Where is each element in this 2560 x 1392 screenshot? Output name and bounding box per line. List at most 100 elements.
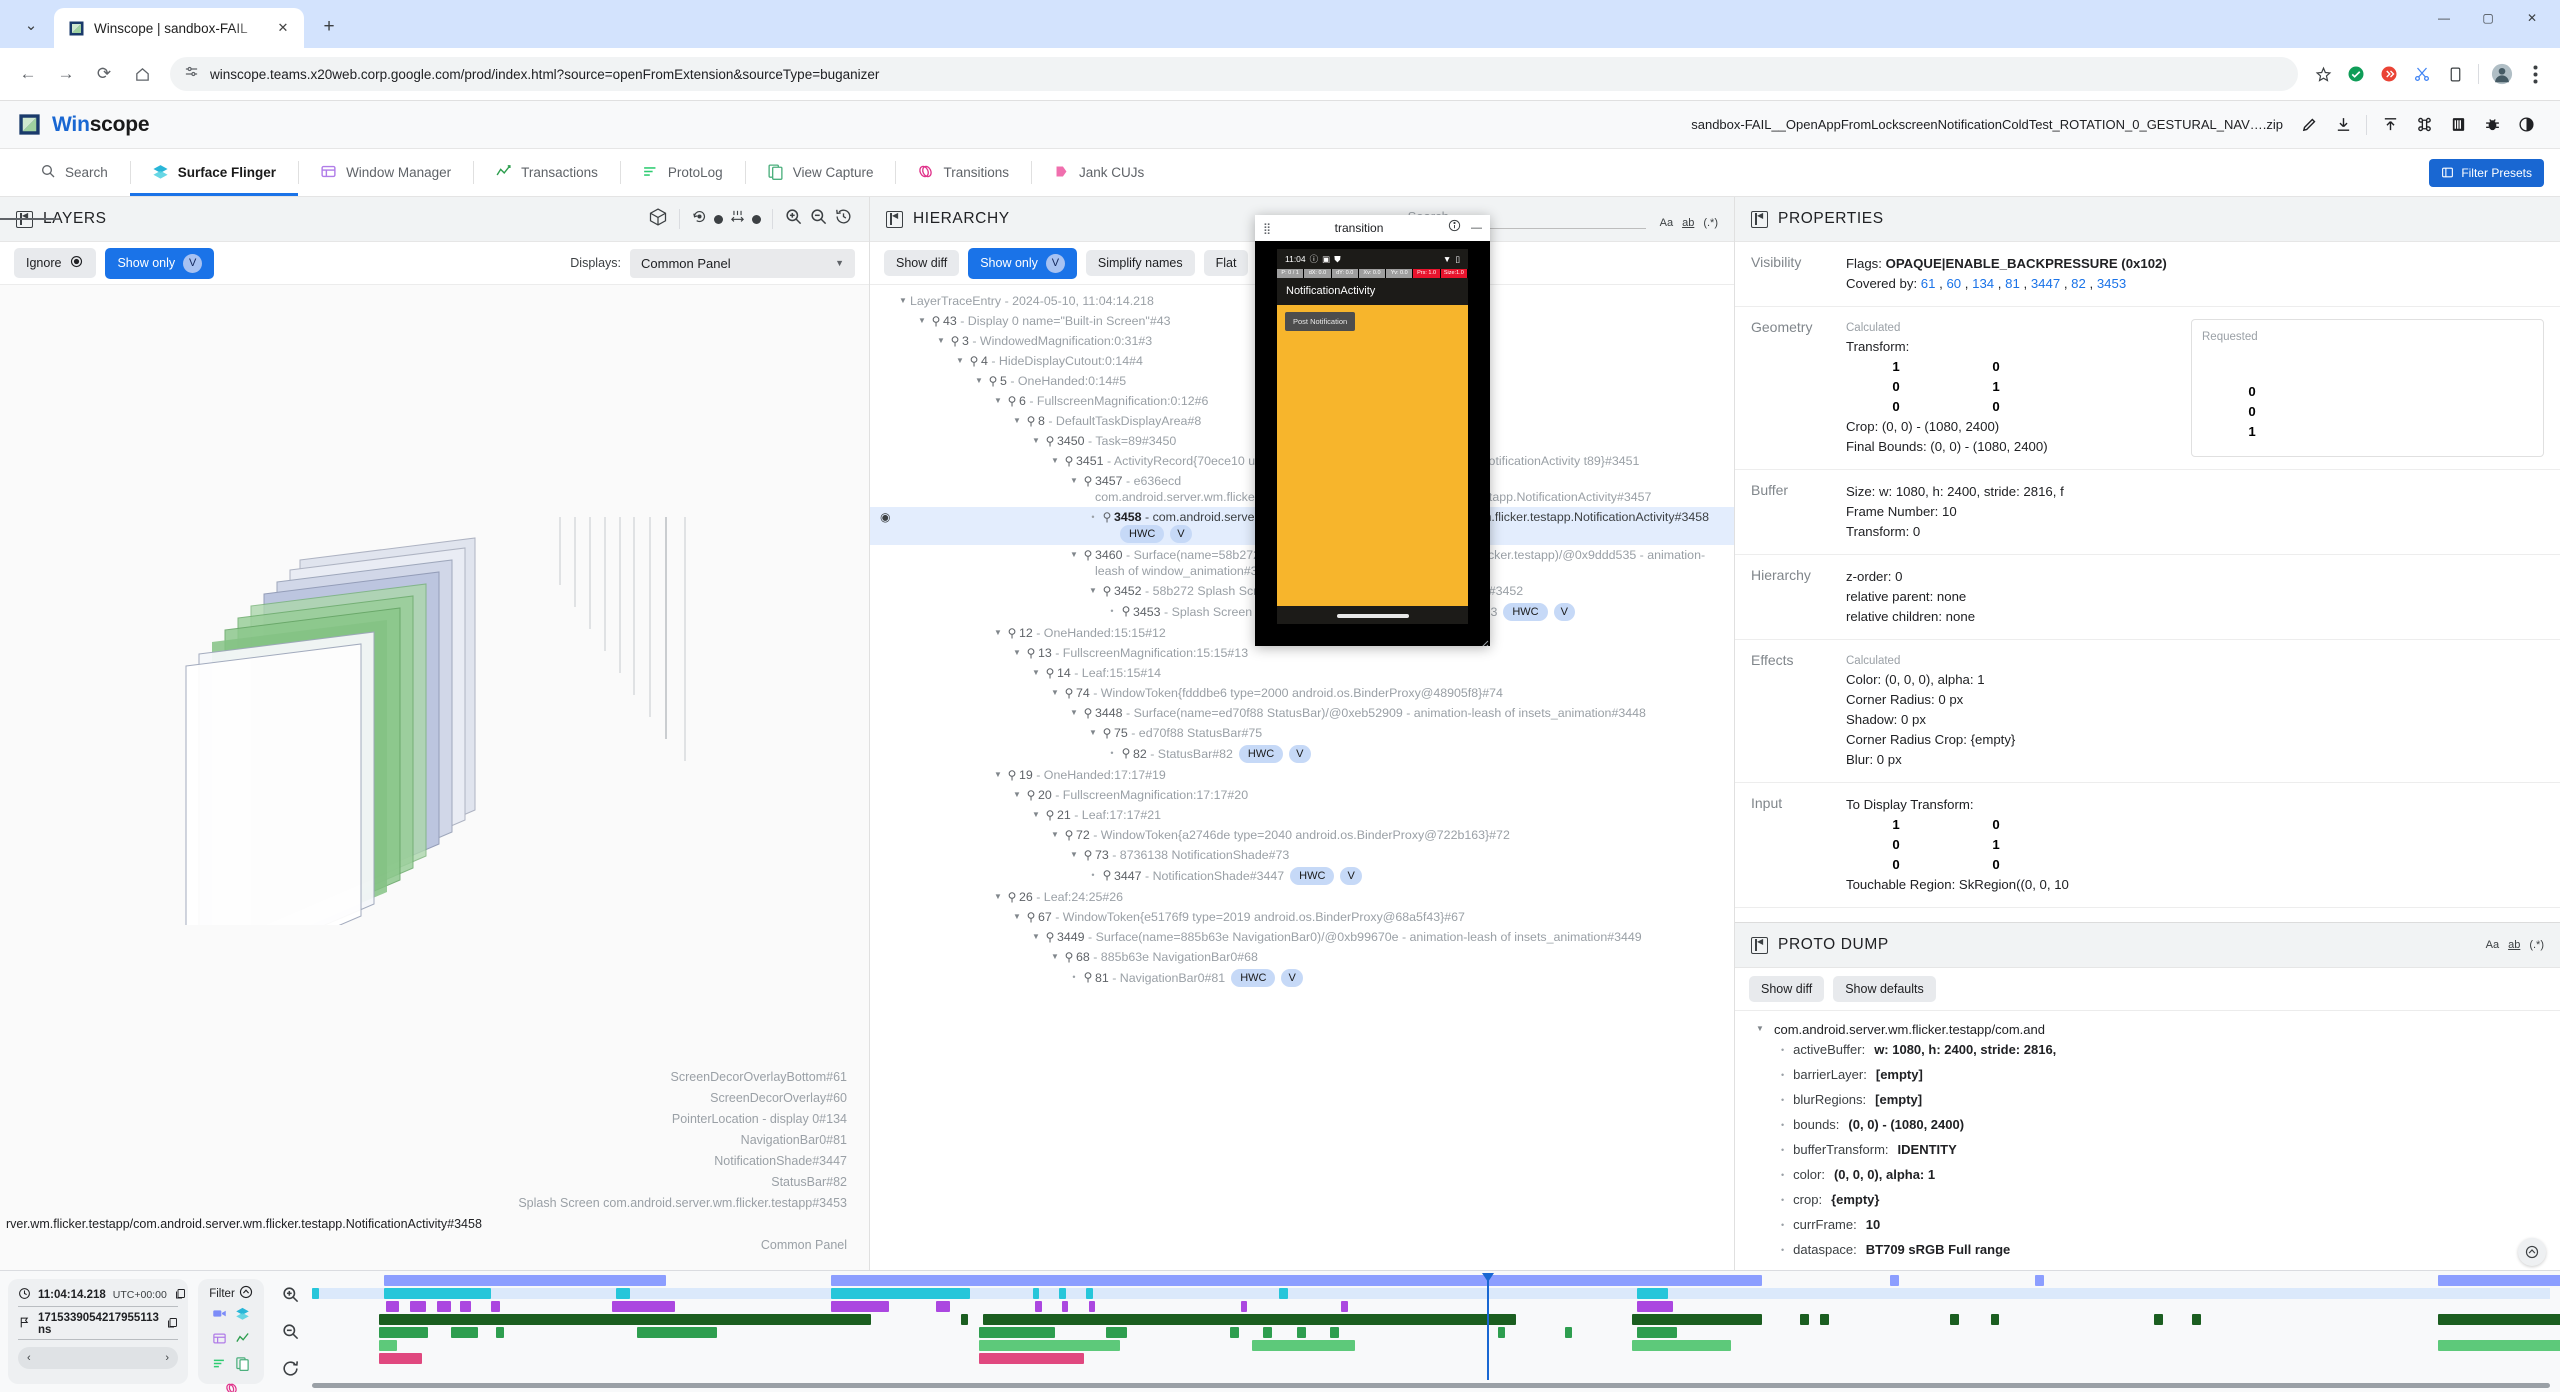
pin-icon[interactable]: ⚲ xyxy=(1083,474,1093,488)
pin-icon[interactable]: ⚲ xyxy=(1045,434,1055,448)
expand-arrow-icon[interactable]: ▼ xyxy=(1013,416,1021,425)
timeline-segment[interactable] xyxy=(978,1327,1055,1338)
collapse-panel-icon[interactable] xyxy=(1751,936,1768,954)
timeline-ns-field[interactable]: 1715339054217955113 ns xyxy=(18,1312,178,1340)
hierarchy-node[interactable]: ▼ ⚲ 3450 - Task=89#3450 xyxy=(870,431,1734,451)
proto-dump-item[interactable]: • crop: {empty} xyxy=(1753,1187,2542,1212)
zoom-in-icon[interactable] xyxy=(281,1285,300,1309)
back-button-icon[interactable]: ← xyxy=(19,64,37,83)
video-icon[interactable] xyxy=(212,1306,227,1326)
expand-arrow-icon[interactable]: ▼ xyxy=(994,628,1002,637)
expand-arrow-icon[interactable]: ▼ xyxy=(994,770,1002,779)
transition-floating-window[interactable]: ⣿ transition — 11:04 ⓘ ▣ ⛊ ▼ ▯ xyxy=(1255,215,1490,646)
expand-arrow-icon[interactable]: ▼ xyxy=(1032,436,1040,445)
pin-icon[interactable]: ⚲ xyxy=(1083,706,1093,720)
expand-arrow-icon[interactable]: ▼ xyxy=(1013,912,1021,921)
timeline-segment[interactable] xyxy=(383,1288,492,1299)
timeline-track[interactable] xyxy=(312,1327,2550,1338)
expand-arrow-icon[interactable]: ▼ xyxy=(1070,850,1078,859)
tab-close-icon[interactable]: ✕ xyxy=(277,20,289,35)
timeline-segment[interactable] xyxy=(1565,1327,1572,1338)
timeline-segment[interactable] xyxy=(491,1301,500,1312)
timeline-segment[interactable] xyxy=(385,1301,400,1312)
expand-arrow-icon[interactable]: ▼ xyxy=(1051,456,1059,465)
hierarchy-node[interactable]: ▼ ⚲ 43 - Display 0 name="Built-in Screen"#… xyxy=(870,311,1734,331)
cube-3d-icon[interactable] xyxy=(648,207,668,232)
browser-tab[interactable]: Winscope | sandbox-FAIL ✕ xyxy=(54,8,304,48)
zoom-out-icon[interactable] xyxy=(809,207,828,231)
pin-icon[interactable]: ⚲ xyxy=(1026,414,1036,428)
show-diff-button[interactable]: Show diff xyxy=(884,250,960,276)
hierarchy-node[interactable]: ▼ ⚲ 21 - Leaf:17:17#21 xyxy=(870,805,1734,825)
expand-arrow-icon[interactable]: ▼ xyxy=(899,296,907,305)
timeline-segment[interactable] xyxy=(1296,1327,1306,1338)
hierarchy-node[interactable]: ▼ ⚲ 3 - WindowedMagnification:0:31#3 xyxy=(870,331,1734,351)
tab-transactions[interactable]: Transactions xyxy=(473,149,620,196)
tab-list-chevron-icon[interactable]: ⌄ xyxy=(24,17,38,34)
expand-arrow-icon[interactable]: ▼ xyxy=(956,356,964,365)
show-only-visible-button[interactable]: Show only V xyxy=(105,247,215,279)
timeline-segment[interactable] xyxy=(1636,1301,1673,1312)
covered-by-link[interactable]: 134 xyxy=(1972,276,1995,291)
window-close-button[interactable]: ✕ xyxy=(2526,11,2538,25)
timeline-segment[interactable] xyxy=(1632,1314,1763,1325)
pin-icon[interactable]: ⚲ xyxy=(1083,548,1093,562)
expand-arrow-icon[interactable]: ▼ xyxy=(1032,668,1040,677)
timeline-segment[interactable] xyxy=(831,1275,1754,1286)
timeline-segment[interactable] xyxy=(1263,1327,1273,1338)
scissors-icon[interactable] xyxy=(2407,59,2437,89)
pin-icon[interactable]: ⚲ xyxy=(988,374,998,388)
shortcuts-icon[interactable] xyxy=(2408,109,2440,141)
timeline-segment[interactable] xyxy=(2438,1340,2560,1351)
expand-arrow-icon[interactable]: ▼ xyxy=(1013,648,1021,657)
covered-by-link[interactable]: 3447 xyxy=(2030,276,2061,291)
timeline-segment[interactable] xyxy=(961,1314,968,1325)
device-screen-preview[interactable]: 11:04 ⓘ ▣ ⛊ ▼ ▯ P: 0 / 1 dX: 0.0 dY: 0.0 … xyxy=(1255,241,1490,646)
timeline-segment[interactable] xyxy=(383,1275,666,1286)
proto-dump-item[interactable]: • activeBuffer: w: 1080, h: 2400, stride: … xyxy=(1753,1037,2542,1062)
timeline-segment[interactable] xyxy=(2035,1275,2045,1286)
timeline-segment[interactable] xyxy=(379,1314,872,1325)
expand-arrow-icon[interactable]: ▼ xyxy=(1032,932,1040,941)
upload-icon[interactable] xyxy=(2374,109,2406,141)
timeline-segment[interactable] xyxy=(1341,1301,1349,1312)
download-icon[interactable] xyxy=(2327,109,2359,141)
new-tab-button[interactable]: + xyxy=(323,16,335,37)
timeline-segment[interactable] xyxy=(495,1327,505,1338)
pin-icon[interactable]: ⚲ xyxy=(1064,828,1074,842)
timeline-segment[interactable] xyxy=(1034,1301,1042,1312)
pin-icon[interactable]: ⚲ xyxy=(1026,788,1036,802)
list-lines-icon[interactable] xyxy=(212,1356,227,1376)
hierarchy-node[interactable]: ▼ ⚲ 20 - FullscreenMagnification:17:17#20 xyxy=(870,785,1734,805)
zoom-out-icon[interactable] xyxy=(281,1322,300,1346)
timeline-segment[interactable] xyxy=(410,1301,427,1312)
tab-window-manager[interactable]: Window Manager xyxy=(298,149,473,196)
hierarchy-node[interactable]: ▼ ⚲ 74 - WindowToken{fdddbe6 type=2000 and… xyxy=(870,683,1734,703)
timeline-segment[interactable] xyxy=(1950,1314,1960,1325)
spacing-slider[interactable] xyxy=(0,214,761,224)
show-only-visible-button[interactable]: Show only V xyxy=(968,247,1077,279)
pin-icon[interactable]: ⚲ xyxy=(1083,848,1093,862)
hierarchy-node[interactable]: • ⚲ 82 - StatusBar#82 HWC V xyxy=(870,743,1734,765)
expand-arrow-icon[interactable]: ▼ xyxy=(937,336,945,345)
next-entry-button[interactable]: › xyxy=(165,1352,169,1364)
covered-by-link[interactable]: 61 xyxy=(1920,276,1936,291)
proto-dump-item[interactable]: • bounds: (0, 0) - (1080, 2400) xyxy=(1753,1112,2542,1137)
hierarchy-node[interactable]: ▼ ⚲ 12 - OneHanded:15:15#12 xyxy=(870,623,1734,643)
properties-body[interactable]: Visibility Flags: OPAQUE|ENABLE_BACKPRES… xyxy=(1735,242,2560,922)
timeline-segment[interactable] xyxy=(831,1301,890,1312)
filter-presets-button[interactable]: Filter Presets xyxy=(2429,158,2544,187)
bug-icon[interactable] xyxy=(2476,109,2508,141)
timeline-segment[interactable] xyxy=(1061,1301,1069,1312)
expand-arrow-icon[interactable]: ▼ xyxy=(1089,728,1097,737)
pin-icon[interactable]: ⚲ xyxy=(1102,510,1112,524)
timeline-segment[interactable] xyxy=(459,1301,471,1312)
rotation-slider[interactable] xyxy=(0,214,723,224)
forward-button-icon[interactable]: → xyxy=(57,64,75,83)
expand-arrow-icon[interactable]: ▼ xyxy=(1032,810,1040,819)
hierarchy-node[interactable]: ▼ ⚲ 4 - HideDisplayCutout:0:14#4 xyxy=(870,351,1734,371)
hierarchy-node[interactable]: • ⚲ 3447 - NotificationShade#3447 HWC V xyxy=(870,865,1734,887)
proto-dump-item[interactable]: • barrierLayer: [empty] xyxy=(1753,1062,2542,1087)
copy-icon[interactable] xyxy=(174,1288,186,1303)
expand-arrow-icon[interactable]: ▼ xyxy=(994,396,1002,405)
